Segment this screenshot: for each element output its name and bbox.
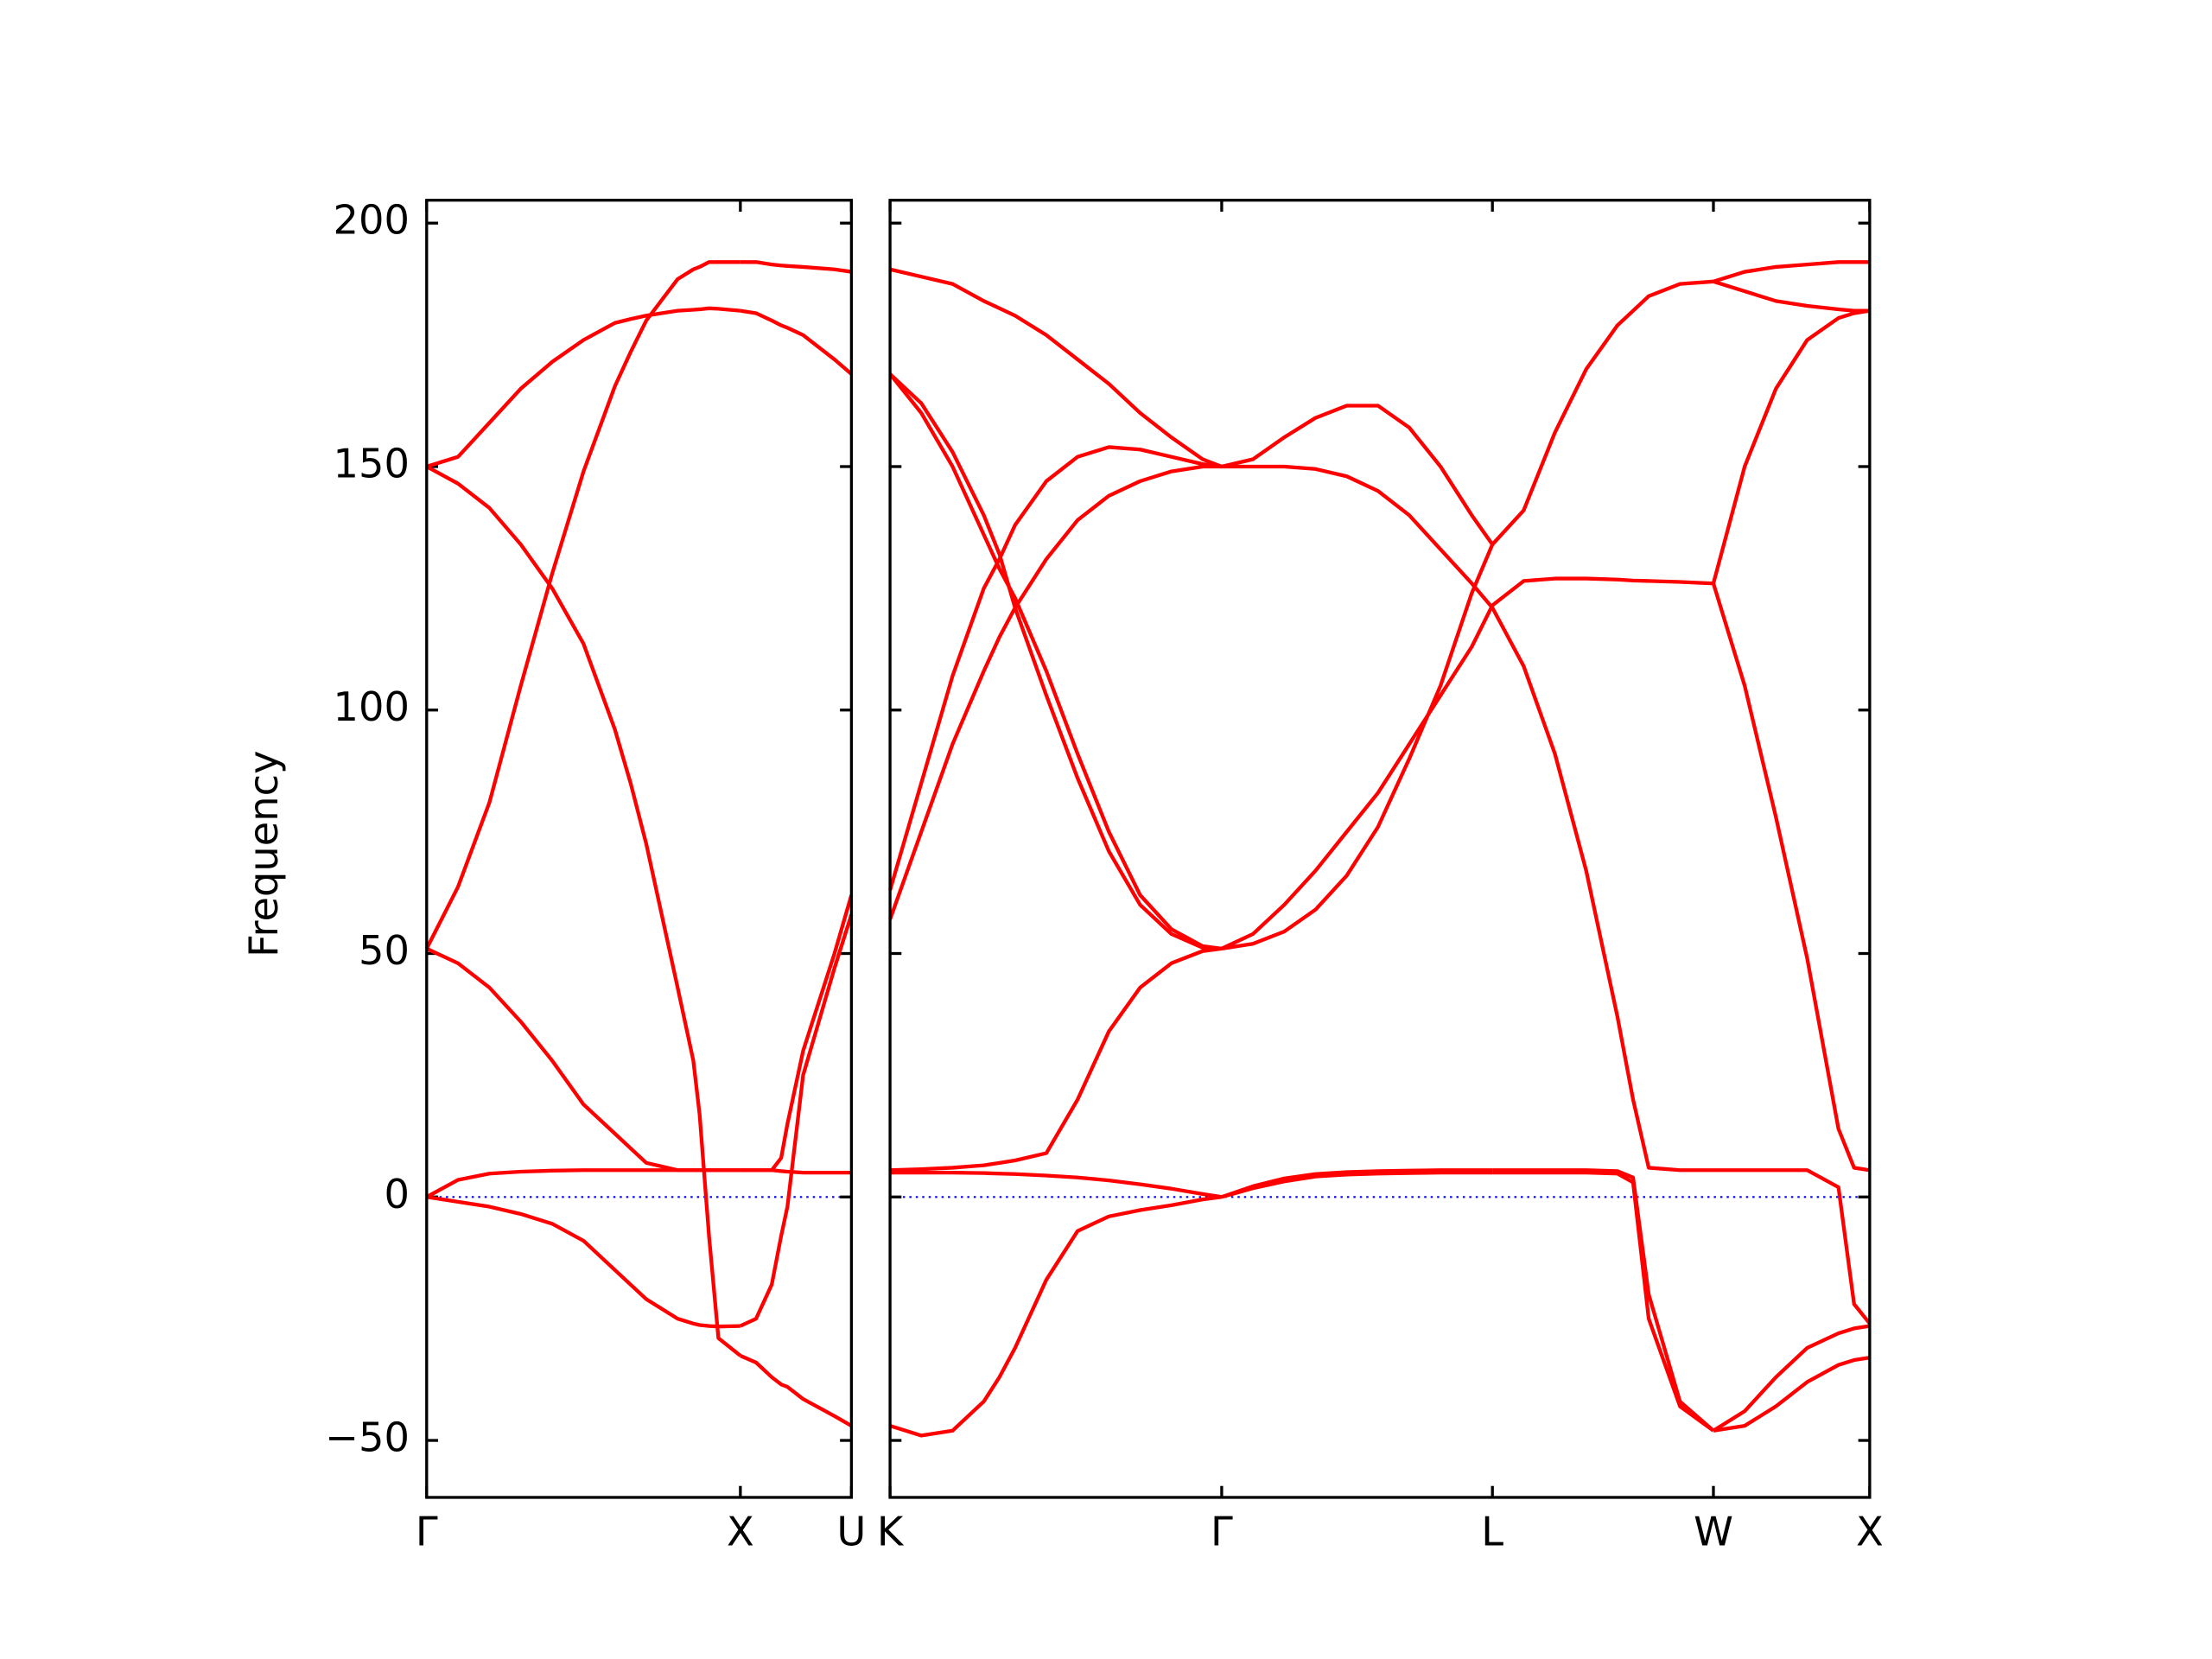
band-line: [739, 913, 854, 1328]
band-line: [1221, 464, 1494, 609]
band-line: [1221, 404, 1494, 546]
band-line: [1713, 260, 1870, 283]
band-line: [1221, 1168, 1493, 1199]
band-line: [1711, 308, 1871, 584]
band-line: [888, 445, 1223, 891]
band-line: [1221, 543, 1495, 950]
band-line: [739, 1354, 853, 1427]
x-tick-label: Γ: [1211, 1508, 1233, 1554]
x-tick-label: X: [727, 1508, 754, 1554]
x-tick-label: K: [877, 1508, 905, 1554]
band-line: [1221, 1170, 1493, 1199]
y-tick-label: 200: [333, 197, 409, 244]
band-line: [1712, 1324, 1871, 1433]
x-tick-label: X: [1856, 1508, 1884, 1554]
band-line: [1713, 1356, 1871, 1433]
band-line: [1711, 582, 1871, 1173]
x-tick-label: Γ: [416, 1508, 438, 1554]
band-line: [890, 946, 1223, 1173]
band-line: [1492, 1168, 1715, 1433]
axes-frame: [888, 199, 1872, 1499]
y-tick-label: 50: [359, 927, 410, 974]
band-line: [740, 308, 853, 376]
band-line: [1713, 1168, 1872, 1325]
x-tick-label: L: [1481, 1508, 1503, 1554]
band-line: [888, 372, 1223, 951]
band-line: [426, 306, 741, 469]
band-line: [889, 1195, 1223, 1438]
band-line: [1491, 607, 1713, 1173]
band-line: [1220, 604, 1495, 950]
y-tick-label: 0: [384, 1171, 409, 1217]
band-line: [1491, 279, 1714, 546]
y-tick-label: 100: [333, 683, 409, 730]
band-line: [1713, 279, 1870, 313]
y-tick-label: −50: [325, 1414, 410, 1461]
band-line: [426, 1195, 741, 1329]
band-line: [740, 260, 852, 274]
band-line: [888, 372, 1223, 951]
x-tick-label: U: [836, 1508, 866, 1554]
band-line: [890, 1170, 1223, 1199]
band-line: [740, 1168, 852, 1175]
y-tick-label: 150: [333, 440, 409, 486]
axes-frame: [425, 199, 854, 1499]
band-line: [889, 267, 1223, 468]
band-line: [1491, 576, 1714, 607]
band-line: [888, 464, 1222, 920]
band-line: [1492, 1170, 1715, 1433]
band-line: [425, 465, 742, 1357]
band-line: [425, 1168, 741, 1199]
x-tick-label: W: [1694, 1508, 1733, 1554]
y-axis-label: Frequency: [240, 750, 287, 957]
band-line: [424, 260, 741, 950]
